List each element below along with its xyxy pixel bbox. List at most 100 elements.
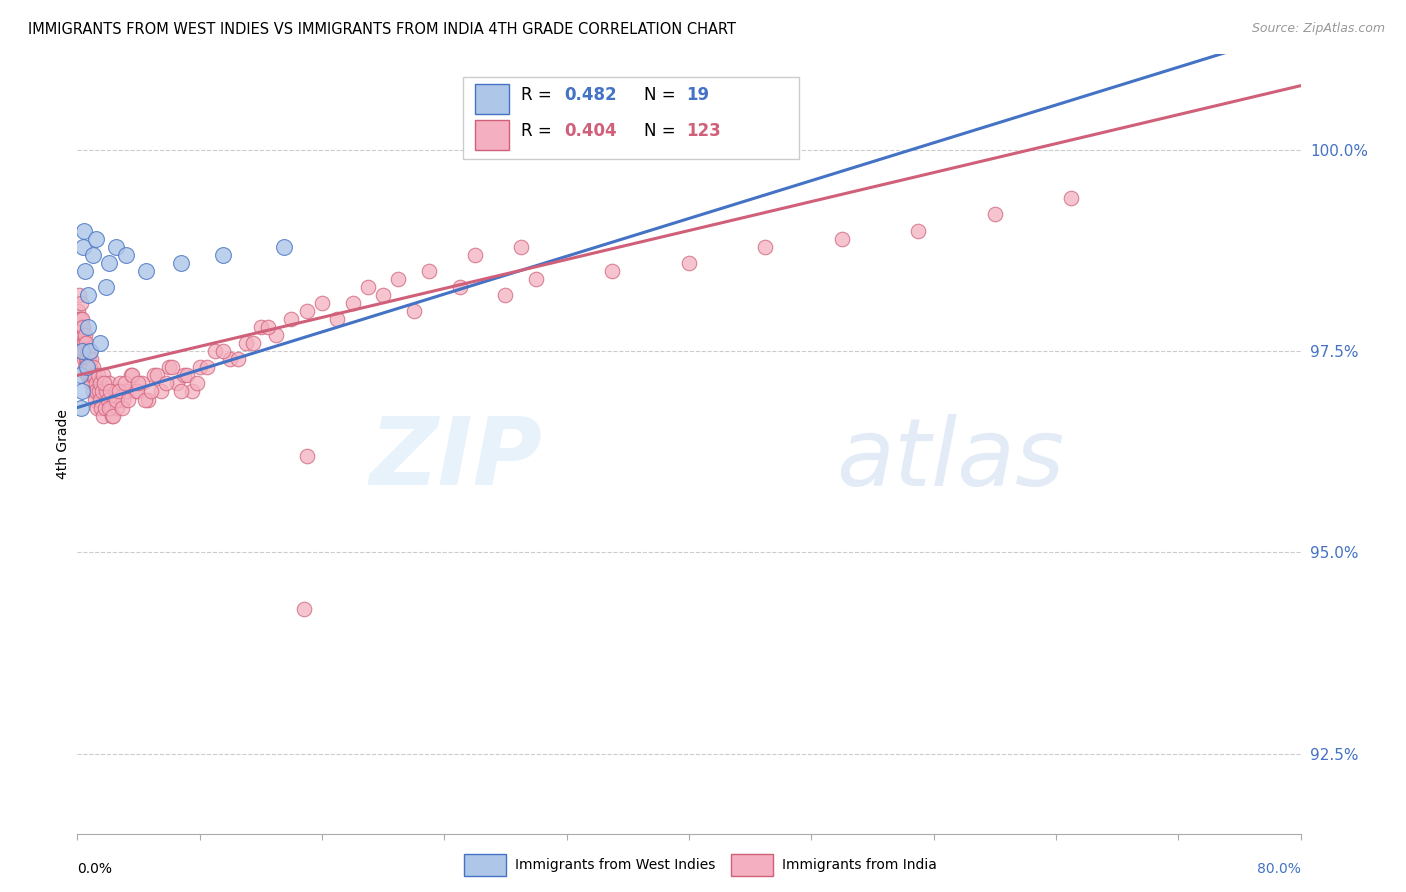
Point [495, 288, 517, 302]
Point [136, 392, 159, 407]
Point [72, 328, 94, 343]
Point [70, 344, 93, 359]
Text: atlas: atlas [835, 414, 1064, 505]
Point [73, 352, 96, 367]
Point [77, 344, 100, 359]
Point [80, 352, 103, 367]
Point [70, 336, 93, 351]
Text: IMMIGRANTS FROM WEST INDIES VS IMMIGRANTS FROM INDIA 4TH GRADE CORRELATION CHART: IMMIGRANTS FROM WEST INDIES VS IMMIGRANT… [28, 22, 737, 37]
Point [292, 601, 315, 615]
Text: N =: N = [644, 122, 675, 140]
FancyBboxPatch shape [463, 77, 799, 159]
Point [96, 384, 118, 399]
Point [76, 352, 98, 367]
Point [75, 360, 97, 375]
Text: 0.404: 0.404 [564, 122, 617, 140]
Point [70, 296, 93, 310]
Point [907, 223, 929, 237]
Point [83, 368, 105, 383]
Point [77, 360, 100, 375]
Text: R =: R = [522, 87, 553, 104]
Point [97, 401, 120, 415]
Point [75, 336, 97, 351]
Point [678, 256, 700, 270]
Point [86, 401, 108, 415]
Point [157, 360, 180, 375]
Point [91, 368, 114, 383]
Point [139, 384, 162, 399]
Point [79, 344, 101, 359]
Point [89, 376, 111, 391]
Point [70, 312, 93, 326]
Point [155, 376, 177, 391]
Point [87, 384, 110, 399]
Point [134, 392, 156, 407]
Point [524, 272, 547, 286]
Text: Immigrants from India: Immigrants from India [782, 858, 936, 872]
Point [70, 320, 93, 334]
Point [1060, 191, 1083, 205]
Point [173, 368, 195, 383]
Point [94, 280, 117, 294]
Point [121, 368, 143, 383]
Text: N =: N = [644, 87, 675, 104]
Point [69, 328, 91, 343]
Point [211, 248, 233, 262]
Point [73, 328, 96, 343]
Text: Immigrants from West Indies: Immigrants from West Indies [515, 858, 716, 872]
Point [69, 401, 91, 415]
Point [97, 392, 120, 407]
Point [98, 376, 121, 391]
Point [75, 264, 97, 278]
Point [77, 352, 100, 367]
Point [77, 288, 100, 302]
Point [449, 280, 471, 294]
Point [295, 304, 318, 318]
Text: Source: ZipAtlas.com: Source: ZipAtlas.com [1251, 22, 1385, 36]
Point [204, 344, 226, 359]
Point [257, 320, 280, 334]
Point [84, 231, 107, 245]
Point [76, 320, 98, 334]
Point [195, 360, 218, 375]
Point [115, 384, 138, 399]
Point [509, 239, 531, 253]
Point [108, 376, 131, 391]
Point [93, 376, 115, 391]
Text: 0.482: 0.482 [564, 87, 617, 104]
Text: 80.0%: 80.0% [1257, 863, 1301, 876]
Point [73, 344, 96, 359]
Point [107, 384, 129, 399]
Point [98, 256, 121, 270]
Point [135, 264, 157, 278]
Point [72, 344, 94, 359]
Point [280, 312, 302, 326]
Text: 0.0%: 0.0% [77, 863, 112, 876]
Point [142, 368, 165, 383]
Point [84, 392, 107, 407]
Point [86, 384, 108, 399]
Point [104, 384, 127, 399]
Point [984, 207, 1007, 221]
Point [602, 264, 624, 278]
Point [295, 449, 318, 463]
Point [79, 368, 101, 383]
Point [146, 368, 169, 383]
Point [101, 409, 124, 423]
Point [250, 320, 273, 334]
Point [186, 376, 208, 391]
Point [69, 320, 91, 334]
Text: R =: R = [522, 122, 553, 140]
Point [69, 336, 91, 351]
Point [90, 384, 112, 399]
Point [105, 401, 128, 415]
Point [73, 336, 96, 351]
Point [67, 320, 90, 334]
Point [150, 384, 173, 399]
Point [76, 360, 98, 375]
Point [94, 401, 117, 415]
Point [120, 368, 142, 383]
Point [131, 376, 153, 391]
Point [111, 401, 134, 415]
Point [117, 392, 139, 407]
